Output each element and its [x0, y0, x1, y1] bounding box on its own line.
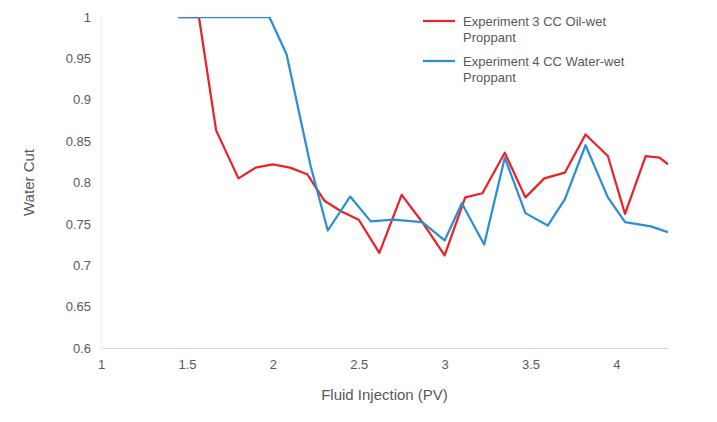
x-axis-title: Fluid Injection (PV): [321, 386, 448, 403]
chart: 1 1.5 2 2.5 3 3.5 4 0.6 0.65 0.7 0.75 0.8 0.85 0.9 0.9…: [0, 0, 717, 422]
y-tick-label: 0.75: [66, 217, 91, 232]
y-tick-label: 1: [84, 10, 91, 25]
x-axis: 1 1.5 2 2.5 3 3.5 4: [98, 348, 669, 372]
y-tick-label: 0.9: [73, 92, 91, 107]
legend-swatch: [423, 60, 455, 62]
y-tick: 0.75: [66, 217, 101, 232]
x-tick-label: 3: [442, 357, 449, 372]
legend: Experiment 3 CC Oil-wet Proppant Experime…: [423, 14, 628, 85]
x-tick: 3: [442, 348, 449, 372]
y-tick: 0.65: [66, 299, 101, 314]
y-tick: 0.95: [66, 51, 101, 66]
y-tick: 0.9: [73, 92, 101, 107]
series-line: [178, 17, 668, 255]
legend-swatch: [423, 20, 455, 22]
y-tick: 0.6: [73, 341, 101, 356]
y-tick: 0.8: [73, 175, 101, 190]
x-tick-label: 4: [613, 357, 620, 372]
x-tick-label: 1: [98, 357, 105, 372]
x-axis-line: [102, 348, 669, 349]
y-axis-line: [101, 18, 102, 349]
y-tick-label: 0.7: [73, 258, 91, 273]
x-tick: 1: [98, 348, 105, 372]
y-tick-label: 0.8: [73, 175, 91, 190]
x-tick-label: 3.5: [522, 357, 540, 372]
y-tick-label: 0.95: [66, 51, 91, 66]
legend-label: Experiment 4 CC Water-wet Proppant: [463, 54, 628, 85]
y-tick: 0.7: [73, 258, 101, 273]
y-axis: 0.6 0.65 0.7 0.75 0.8 0.85 0.9 0.95 1: [66, 10, 102, 356]
x-tick: 3.5: [522, 348, 540, 372]
x-tick-label: 2.5: [350, 357, 368, 372]
x-tick: 1.5: [178, 348, 196, 372]
y-tick: 1: [84, 10, 101, 25]
x-tick: 2.5: [350, 348, 368, 372]
y-tick-label: 0.85: [66, 134, 91, 149]
y-tick-label: 0.6: [73, 341, 91, 356]
legend-item: Experiment 4 CC Water-wet Proppant: [423, 54, 628, 85]
x-tick-label: 2: [270, 357, 277, 372]
series-line: [178, 17, 668, 245]
x-tick: 2: [270, 348, 277, 372]
legend-item: Experiment 3 CC Oil-wet Proppant: [423, 14, 610, 45]
plot-area: 1 1.5 2 2.5 3 3.5 4 0.6 0.65 0.7 0.75 0.8 0.85 0.9 0.9…: [66, 10, 669, 373]
x-tick: 4: [613, 348, 620, 372]
legend-label: Experiment 3 CC Oil-wet Proppant: [463, 14, 610, 45]
y-tick: 0.85: [66, 134, 101, 149]
series-group: [178, 17, 668, 255]
x-tick-label: 1.5: [178, 357, 196, 372]
y-axis-title: Water Cut: [20, 148, 37, 216]
y-tick-label: 0.65: [66, 299, 91, 314]
